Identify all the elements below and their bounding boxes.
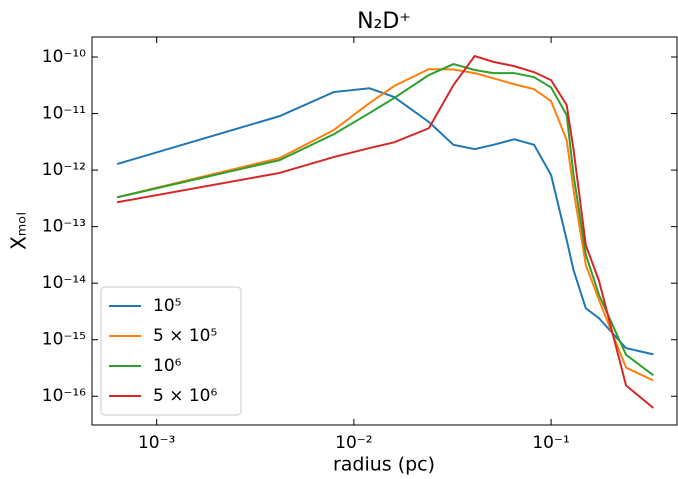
plot-frame (91, 36, 678, 426)
y-tick-label: 10⁻¹⁰ (42, 47, 86, 67)
legend: 10⁵ 5 × 10⁵ 10⁶ 5 × 10⁶ (100, 286, 242, 416)
y-axis-label: Xₘₒₗ (7, 212, 31, 250)
y-tick-label: 10⁻¹² (42, 160, 86, 180)
y-tick-label: 10⁻¹⁴ (42, 273, 86, 293)
x-tick-label: 10⁻¹ (532, 433, 569, 453)
series-line (116, 87, 654, 356)
legend-label: 10⁶ (153, 356, 182, 376)
x-tick-label: 10⁻³ (138, 433, 175, 453)
chart-title: N₂D⁺ (357, 9, 411, 34)
y-tick-label: 10⁻¹⁶ (42, 386, 86, 406)
legend-label: 10⁵ (153, 296, 181, 316)
series-line (116, 68, 654, 382)
series-line (116, 54, 654, 409)
x-tick-label: 10⁻² (335, 433, 372, 453)
y-tick-label: 10⁻¹¹ (42, 104, 86, 124)
x-axis-label: radius (pc) (333, 454, 435, 476)
series-line (116, 63, 654, 377)
legend-label: 5 × 10⁵ (153, 326, 217, 346)
legend-box (100, 286, 242, 416)
legend-label: 5 × 10⁶ (153, 386, 217, 406)
y-tick-label: 10⁻¹⁵ (42, 330, 86, 350)
y-tick-label: 10⁻¹³ (42, 217, 86, 237)
